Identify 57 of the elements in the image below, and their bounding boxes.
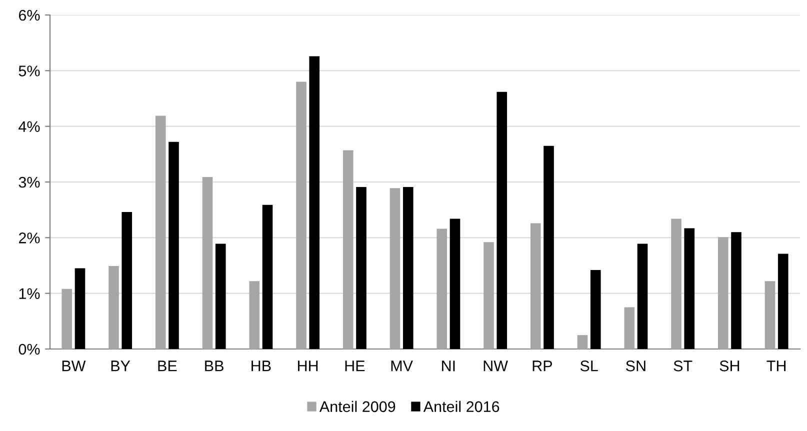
legend-label: Anteil 2016 [423, 400, 500, 412]
bar [496, 92, 508, 349]
x-tick-label: RP [532, 360, 552, 372]
bar [202, 176, 213, 349]
bar [168, 142, 179, 349]
x-tick-label: NI [442, 360, 455, 372]
bar [215, 244, 226, 349]
bar [590, 270, 601, 349]
legend-label: Anteil 2009 [319, 400, 396, 412]
y-tick-label: 1% [19, 288, 40, 299]
y-tick-label: 4% [18, 121, 40, 132]
bar [296, 82, 306, 349]
y-tick-label: 0% [18, 344, 40, 355]
bar [624, 307, 635, 349]
x-tick-label: SN [626, 360, 646, 372]
bar [530, 223, 541, 349]
bar [671, 218, 682, 349]
bar [731, 232, 742, 349]
x-tick-label: SH [720, 360, 740, 372]
x-tick-label: BY [111, 360, 130, 372]
bar [62, 288, 72, 349]
bar [436, 228, 448, 349]
y-tick-label: 2% [18, 232, 40, 244]
bar [108, 266, 119, 349]
bar [309, 56, 320, 349]
bar [544, 146, 554, 349]
bar [249, 281, 260, 349]
y-tick-label: 5% [18, 66, 40, 76]
x-tick-label: BE [158, 360, 177, 372]
bar [155, 116, 166, 349]
bar [484, 242, 494, 349]
bar [402, 187, 414, 349]
bar [122, 212, 132, 349]
x-tick-label: BB [205, 360, 224, 372]
x-tick-label: SL [580, 360, 598, 372]
bar [718, 237, 728, 349]
x-tick-label: NW [484, 360, 508, 372]
bar [356, 187, 366, 349]
x-tick-label: HB [252, 360, 271, 372]
x-tick-label: ST [674, 360, 692, 372]
y-tick-label: 3% [18, 176, 40, 188]
bar [778, 254, 788, 349]
bar [637, 244, 648, 349]
bar [577, 335, 588, 349]
x-tick-label: TH [766, 360, 786, 372]
bar [262, 204, 273, 349]
y-tick-label: 6% [18, 10, 40, 21]
x-tick-label: MV [391, 360, 413, 372]
x-tick-label: HE [345, 360, 365, 372]
bar [450, 218, 460, 349]
x-tick-label: BW [62, 360, 86, 372]
bar [74, 268, 86, 349]
bar [684, 228, 695, 349]
bar [764, 281, 776, 349]
x-tick-label: HH [298, 360, 318, 372]
bar [390, 188, 400, 349]
bar [342, 150, 354, 349]
